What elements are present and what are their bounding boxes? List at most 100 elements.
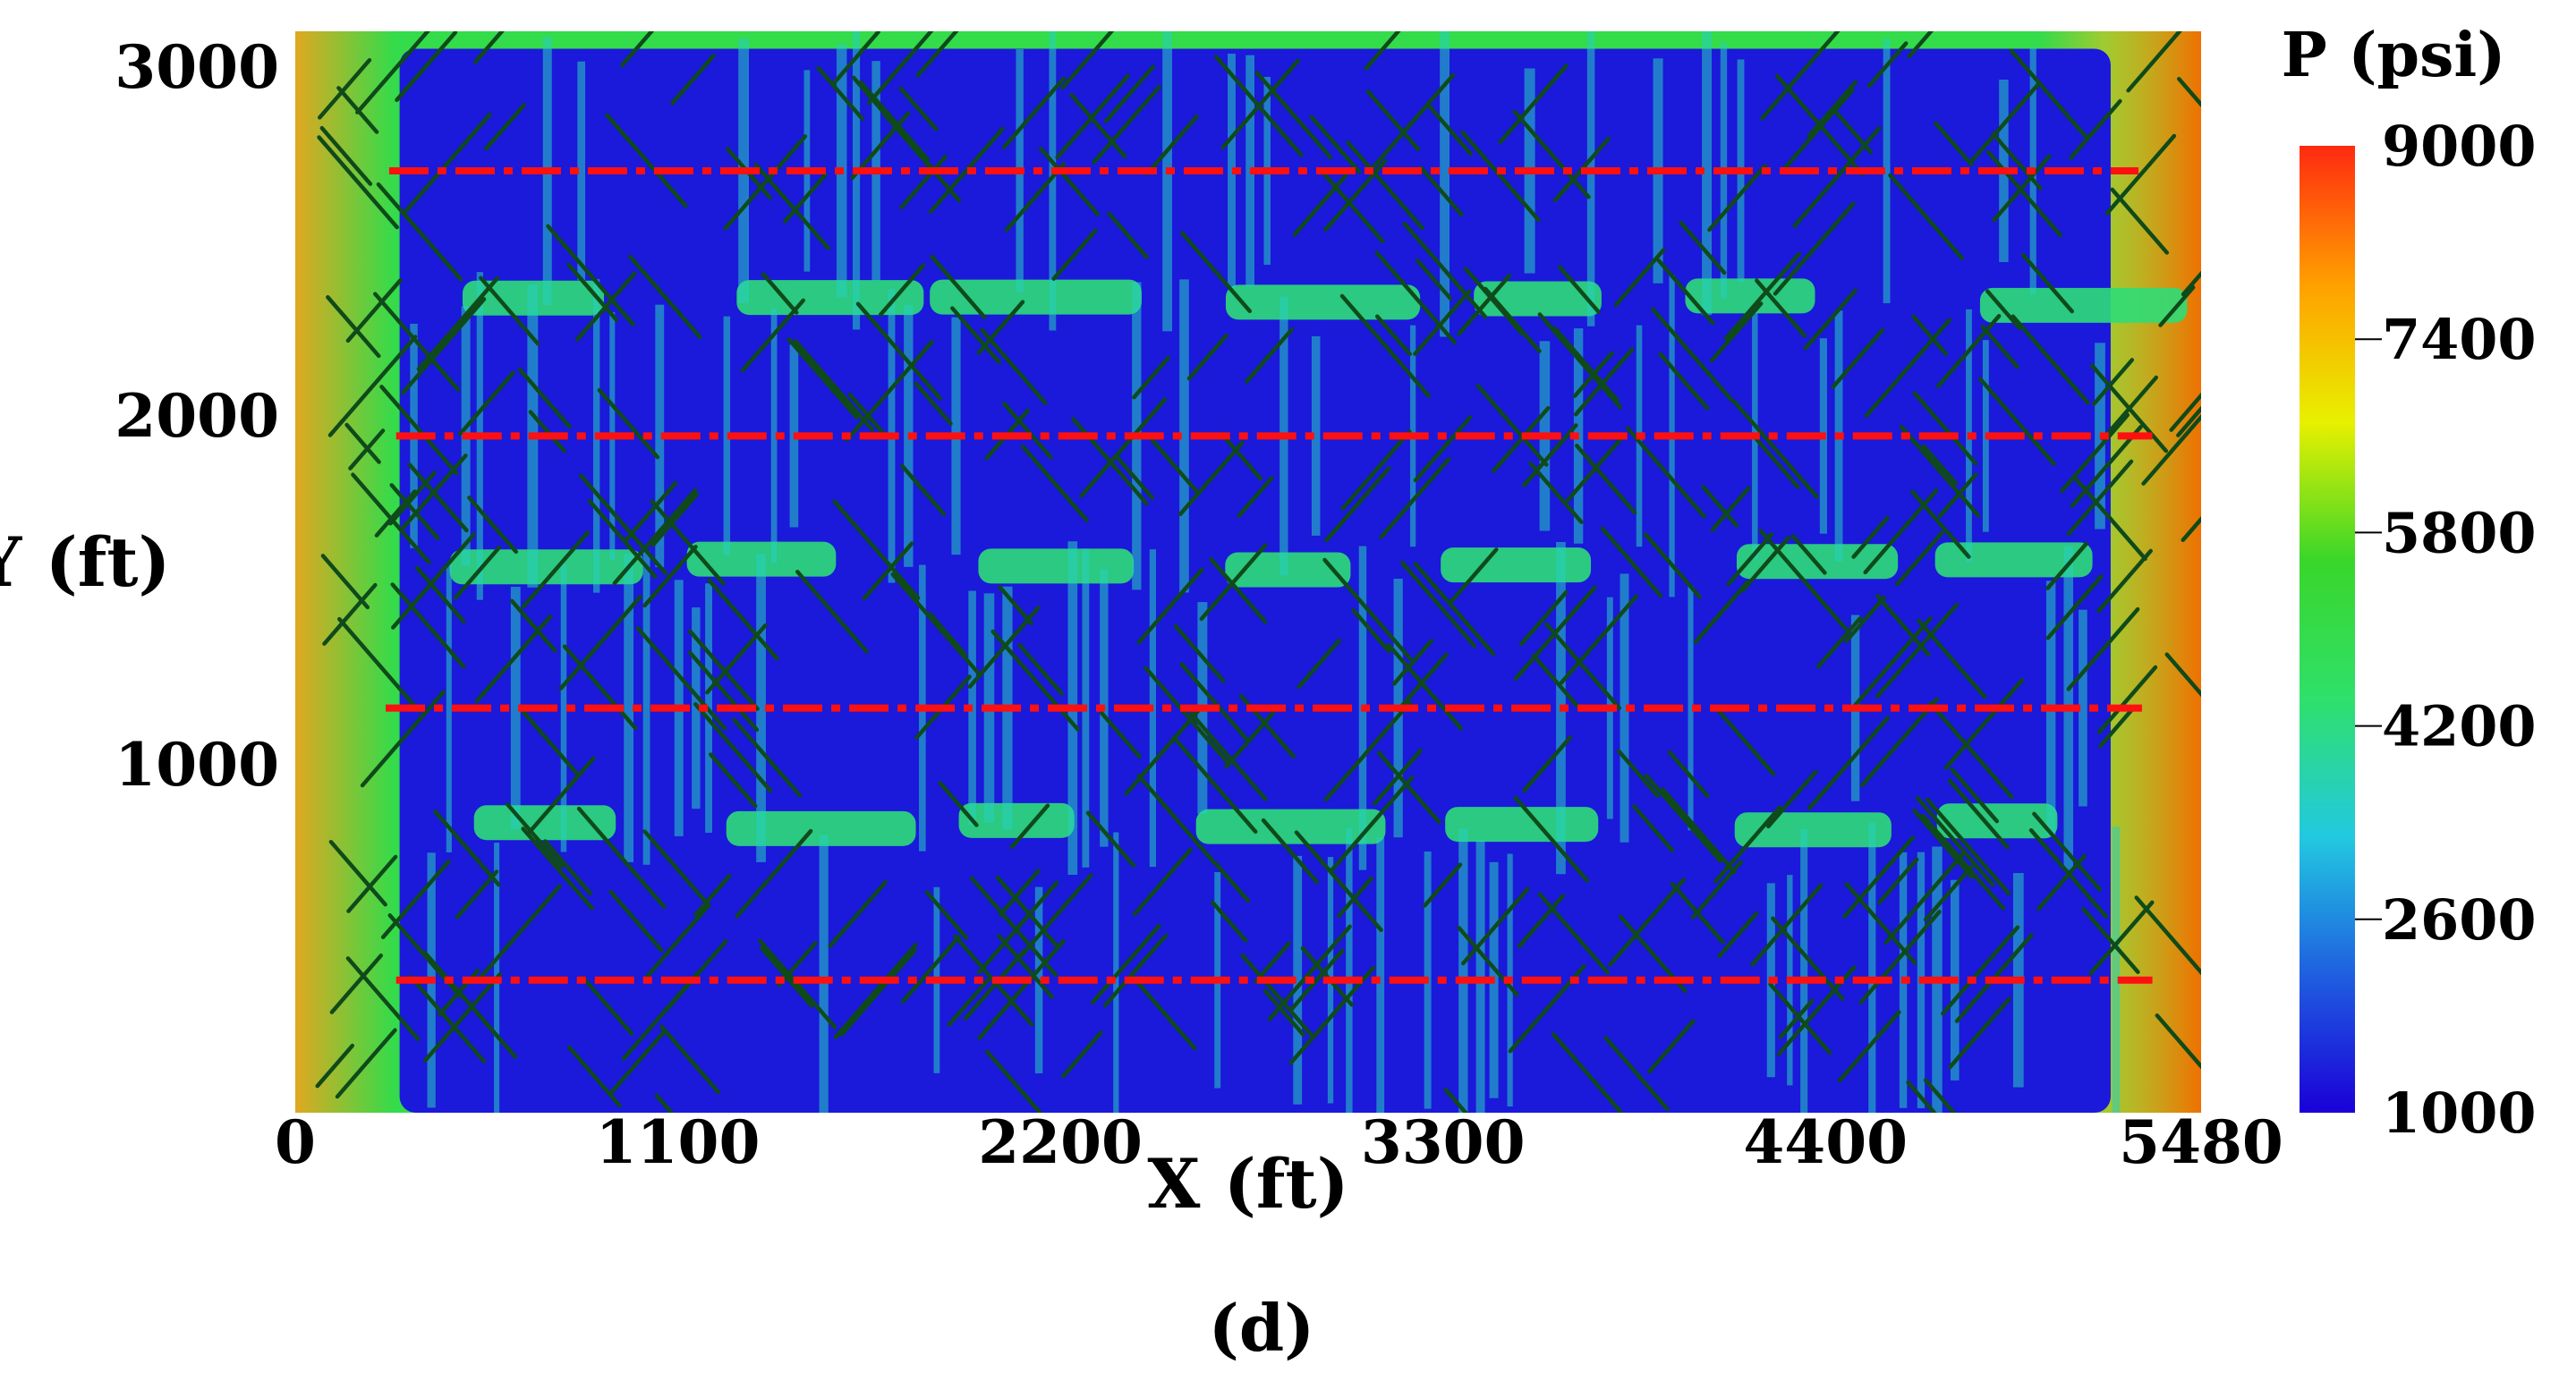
natural-fracture — [453, 545, 502, 600]
natural-fracture — [1173, 623, 1226, 683]
natural-fracture — [2096, 665, 2158, 734]
natural-fracture — [990, 629, 1080, 732]
fracture-channel — [1376, 837, 1385, 1113]
natural-fracture — [1651, 307, 1734, 403]
colorbar-tick-label: 1000 — [2382, 1081, 2537, 1146]
natural-fracture — [319, 125, 373, 186]
x-axis-label: X (ft) — [1147, 1144, 1348, 1224]
colorbar-tick-label: 7400 — [2382, 307, 2537, 372]
natural-fracture — [1831, 327, 1885, 389]
natural-fracture — [670, 53, 716, 106]
interwell-band — [1445, 807, 1599, 843]
natural-fracture — [1531, 653, 1581, 710]
natural-fracture — [1758, 529, 1849, 631]
fracture-channel — [1883, 38, 1891, 304]
natural-fracture — [1329, 776, 1415, 873]
natural-fracture — [1372, 72, 1456, 169]
natural-fracture — [1991, 131, 2043, 191]
natural-fracture — [1616, 749, 1660, 799]
natural-fracture — [1647, 1019, 1696, 1074]
natural-fracture — [1866, 41, 1909, 89]
natural-fracture — [360, 690, 446, 788]
natural-fracture — [467, 496, 519, 555]
natural-fracture — [478, 884, 562, 980]
natural-fracture — [839, 947, 917, 1037]
natural-fracture — [1020, 873, 1093, 957]
natural-fracture — [414, 565, 466, 624]
natural-fracture — [612, 487, 698, 586]
horizontal-wells — [386, 167, 2153, 984]
natural-fracture — [1245, 327, 1294, 384]
natural-fracture — [327, 335, 418, 437]
natural-fracture — [650, 499, 726, 586]
natural-fracture — [1055, 73, 1130, 160]
natural-fracture — [878, 263, 926, 318]
natural-fracture — [845, 339, 934, 442]
natural-fracture — [1701, 485, 1739, 528]
interwell-band — [978, 548, 1135, 584]
natural-fracture — [344, 422, 381, 464]
fracture-channel — [1586, 31, 1595, 326]
natural-fracture — [1321, 170, 1385, 244]
natural-fracture — [1603, 1036, 1670, 1111]
fracture-channel — [1293, 855, 1303, 1105]
natural-fracture — [642, 544, 698, 608]
natural-fracture — [1413, 415, 1473, 483]
x-tick-label: 1100 — [596, 1107, 761, 1177]
natural-fracture — [1771, 916, 1845, 1001]
natural-fracture — [391, 532, 476, 630]
natural-fracture — [1132, 355, 1170, 400]
natural-fracture — [1717, 911, 1759, 959]
natural-fracture — [2020, 252, 2074, 314]
natural-fracture — [473, 31, 505, 64]
x-tick-label: 5480 — [2119, 1107, 2283, 1177]
natural-fracture — [1921, 813, 2006, 911]
natural-fracture — [795, 569, 869, 654]
natural-fracture — [709, 752, 758, 809]
natural-fracture — [2066, 459, 2134, 537]
natural-fracture — [351, 472, 431, 565]
natural-fracture — [1985, 149, 2063, 238]
natural-fracture — [1775, 73, 1865, 176]
natural-fracture — [628, 254, 702, 340]
natural-fracture — [855, 301, 942, 401]
natural-fracture — [1373, 748, 1423, 806]
natural-fracture — [1017, 642, 1064, 696]
natural-fracture — [1288, 948, 1345, 1013]
natural-fracture — [329, 954, 384, 1014]
natural-fracture — [1374, 250, 1457, 345]
interwell-band — [473, 805, 616, 841]
natural-fracture — [1131, 975, 1197, 1051]
fracture-channel — [1800, 829, 1808, 1113]
natural-fracture — [1212, 860, 1251, 903]
colorbar-bar — [2300, 146, 2355, 1113]
natural-fracture — [1492, 405, 1551, 473]
natural-fracture — [642, 829, 711, 908]
natural-fracture — [1782, 88, 1855, 171]
natural-fracture — [1941, 925, 2020, 1016]
natural-fracture — [914, 381, 953, 426]
natural-fracture — [1002, 401, 1053, 460]
natural-fracture — [828, 879, 888, 948]
colorbar-title: P (psi) — [2282, 20, 2506, 91]
natural-fracture — [757, 938, 837, 1030]
natural-fracture — [581, 975, 634, 1036]
fracture-channel — [1162, 31, 1172, 332]
natural-fracture — [1935, 314, 2002, 388]
natural-fracture — [1923, 864, 1974, 922]
natural-fracture — [578, 473, 668, 576]
natural-fracture — [1557, 265, 1601, 314]
natural-fracture — [1537, 312, 1623, 410]
natural-fracture — [2181, 270, 2201, 297]
fracture-channel — [1475, 839, 1485, 1113]
natural-fracture — [732, 717, 803, 798]
fracture-channel — [655, 304, 665, 568]
natural-fracture — [574, 271, 637, 342]
interwell-band — [1474, 281, 1602, 317]
natural-fracture — [2070, 424, 2143, 508]
natural-fracture — [2141, 413, 2201, 486]
natural-fracture — [345, 278, 403, 343]
natural-fracture — [2110, 187, 2170, 255]
fracture-channel — [1346, 827, 1353, 1113]
fracture-channel — [1868, 822, 1876, 1113]
